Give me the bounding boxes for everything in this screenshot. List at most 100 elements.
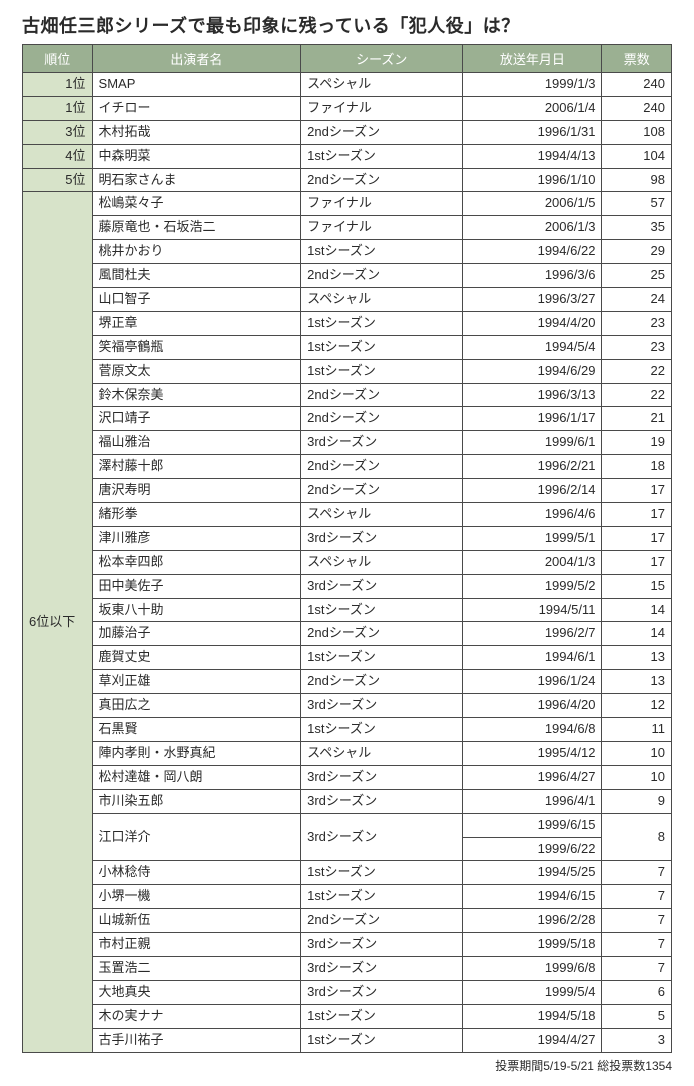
date-cell: 2006/1/3 <box>463 216 602 240</box>
date-cell: 1996/3/6 <box>463 264 602 288</box>
votes-cell: 22 <box>602 359 672 383</box>
name-cell: 松本幸四郎 <box>92 550 301 574</box>
date-cell: 1996/4/27 <box>463 765 602 789</box>
table-row: 1位イチローファイナル2006/1/4240 <box>23 96 672 120</box>
name-cell: 桃井かおり <box>92 240 301 264</box>
votes-cell: 9 <box>602 789 672 813</box>
name-cell: 草刈正雄 <box>92 670 301 694</box>
season-cell: 2ndシーズン <box>301 479 463 503</box>
votes-cell: 7 <box>602 909 672 933</box>
votes-cell: 13 <box>602 646 672 670</box>
name-cell: 大地真央 <box>92 980 301 1004</box>
table-row: 風間杜夫2ndシーズン1996/3/625 <box>23 264 672 288</box>
name-cell: 陣内孝則・水野真紀 <box>92 741 301 765</box>
date-cell: 1999/5/4 <box>463 980 602 1004</box>
name-cell: 藤原竜也・石坂浩二 <box>92 216 301 240</box>
votes-cell: 7 <box>602 956 672 980</box>
date-cell: 1994/6/22 <box>463 240 602 264</box>
name-cell: 木村拓哉 <box>92 120 301 144</box>
name-cell: 津川雅彦 <box>92 526 301 550</box>
season-cell: 2ndシーズン <box>301 455 463 479</box>
name-cell: 古手川祐子 <box>92 1028 301 1052</box>
season-cell: 3rdシーズン <box>301 933 463 957</box>
name-cell: 沢口靖子 <box>92 407 301 431</box>
date-cell: 1996/3/27 <box>463 288 602 312</box>
votes-cell: 17 <box>602 503 672 527</box>
date-cell: 1994/4/27 <box>463 1028 602 1052</box>
votes-cell: 35 <box>602 216 672 240</box>
name-cell: 鈴木保奈美 <box>92 383 301 407</box>
name-cell: 江口洋介 <box>92 813 301 861</box>
season-cell: 1stシーズン <box>301 144 463 168</box>
season-cell: 1stシーズン <box>301 311 463 335</box>
date-cell: 1996/2/28 <box>463 909 602 933</box>
footer-note: 投票期間5/19-5/21 総投票数1354 <box>22 1057 672 1074</box>
season-cell: 1stシーズン <box>301 335 463 359</box>
table-row: 鹿賀丈史1stシーズン1994/6/113 <box>23 646 672 670</box>
name-cell: 小堺一機 <box>92 885 301 909</box>
date-cell: 1994/4/13 <box>463 144 602 168</box>
table-row: 菅原文太1stシーズン1994/6/2922 <box>23 359 672 383</box>
name-cell: 市川染五郎 <box>92 789 301 813</box>
date-cell: 1996/1/31 <box>463 120 602 144</box>
votes-cell: 3 <box>602 1028 672 1052</box>
votes-cell: 17 <box>602 526 672 550</box>
season-cell: 1stシーズン <box>301 1004 463 1028</box>
table-row: 沢口靖子2ndシーズン1996/1/1721 <box>23 407 672 431</box>
table-row: 小林稔侍1stシーズン1994/5/257 <box>23 861 672 885</box>
season-cell: 2ndシーズン <box>301 120 463 144</box>
table-row: 市村正親3rdシーズン1999/5/187 <box>23 933 672 957</box>
name-cell: 松嶋菜々子 <box>92 192 301 216</box>
name-cell: 松村達雄・岡八朗 <box>92 765 301 789</box>
date-cell: 1999/5/18 <box>463 933 602 957</box>
votes-cell: 7 <box>602 861 672 885</box>
date-cell: 1996/1/10 <box>463 168 602 192</box>
date-cell: 1994/5/11 <box>463 598 602 622</box>
table-row: 5位明石家さんま2ndシーズン1996/1/1098 <box>23 168 672 192</box>
name-cell: 田中美佐子 <box>92 574 301 598</box>
name-cell: SMAP <box>92 73 301 97</box>
votes-cell: 108 <box>602 120 672 144</box>
season-cell: スペシャル <box>301 503 463 527</box>
season-cell: 3rdシーズン <box>301 813 463 861</box>
votes-cell: 22 <box>602 383 672 407</box>
date-cell: 2006/1/5 <box>463 192 602 216</box>
season-cell: 1stシーズン <box>301 718 463 742</box>
votes-cell: 98 <box>602 168 672 192</box>
season-cell: スペシャル <box>301 73 463 97</box>
table-row: 6位以下松嶋菜々子ファイナル2006/1/557 <box>23 192 672 216</box>
header-row: 順位 出演者名 シーズン 放送年月日 票数 <box>23 45 672 73</box>
season-cell: 2ndシーズン <box>301 264 463 288</box>
table-row: 津川雅彦3rdシーズン1999/5/117 <box>23 526 672 550</box>
date-cell: 1999/6/22 <box>463 837 602 861</box>
season-cell: 1stシーズン <box>301 598 463 622</box>
col-votes: 票数 <box>602 45 672 73</box>
votes-cell: 19 <box>602 431 672 455</box>
table-row: 笑福亭鶴瓶1stシーズン1994/5/423 <box>23 335 672 359</box>
name-cell: 山城新伍 <box>92 909 301 933</box>
table-row: 坂東八十助1stシーズン1994/5/1114 <box>23 598 672 622</box>
date-cell: 1999/6/15 <box>463 813 602 837</box>
season-cell: 2ndシーズン <box>301 383 463 407</box>
ranking-table: 順位 出演者名 シーズン 放送年月日 票数 1位SMAPスペシャル1999/1/… <box>22 44 672 1053</box>
season-cell: 3rdシーズン <box>301 980 463 1004</box>
table-row: 松本幸四郎スペシャル2004/1/317 <box>23 550 672 574</box>
rank-cell: 4位 <box>23 144 93 168</box>
date-cell: 1996/4/20 <box>463 694 602 718</box>
votes-cell: 13 <box>602 670 672 694</box>
name-cell: 笑福亭鶴瓶 <box>92 335 301 359</box>
table-row: 大地真央3rdシーズン1999/5/46 <box>23 980 672 1004</box>
votes-cell: 7 <box>602 885 672 909</box>
season-cell: 3rdシーズン <box>301 789 463 813</box>
votes-cell: 7 <box>602 933 672 957</box>
date-cell: 1999/6/1 <box>463 431 602 455</box>
season-cell: 2ndシーズン <box>301 622 463 646</box>
season-cell: スペシャル <box>301 550 463 574</box>
date-cell: 1999/5/2 <box>463 574 602 598</box>
season-cell: 3rdシーズン <box>301 694 463 718</box>
season-cell: ファイナル <box>301 216 463 240</box>
votes-cell: 12 <box>602 694 672 718</box>
date-cell: 1996/4/1 <box>463 789 602 813</box>
table-row: 松村達雄・岡八朗3rdシーズン1996/4/2710 <box>23 765 672 789</box>
table-row: 真田広之3rdシーズン1996/4/2012 <box>23 694 672 718</box>
